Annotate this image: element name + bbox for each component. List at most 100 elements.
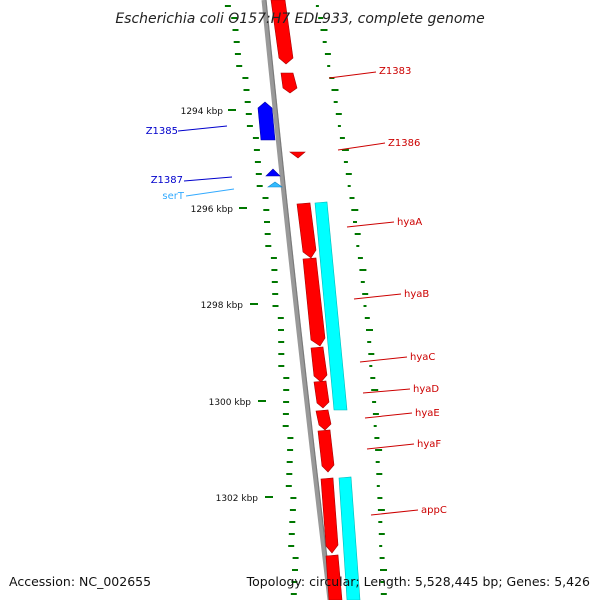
gc-dot-left [270,257,277,259]
gc-dot-left [291,581,298,583]
gc-dot-right [331,89,339,91]
gc-dot-right [339,137,345,139]
cds-feature-2 [338,476,361,600]
gc-dot-left [224,5,231,7]
gene-label-hyaF: hyaF [417,439,441,450]
gc-dot-left [246,125,253,127]
gc-dot-left [234,53,241,55]
scale-tick-label: 1302 kbp [216,494,259,504]
gc-dot-right [370,377,376,379]
gc-dot-left [278,353,285,355]
gc-dot-right [345,173,352,175]
gene-arrow-appC [320,477,339,554]
gc-dot-right [341,149,349,151]
gene-arrow-bottom [325,554,343,600]
gc-dot-right [373,425,377,427]
gc-dot-left [285,485,292,487]
gene-label-Z1387: Z1387 [151,175,183,186]
gene-label-hyaD: hyaD [413,384,439,395]
gc-dot-right [380,593,387,595]
topology-text: Topology: circular; Length: 5,528,445 bp… [246,574,590,589]
scale-tick-label: 1298 kbp [201,301,244,311]
gene-arrow-hyaD [313,380,330,409]
gc-dot-left [288,545,295,547]
gene-arrow-Z1386 [289,151,306,159]
gc-dot-right [366,329,373,331]
gene-label-hyaE: hyaE [415,408,440,419]
gene-label-appC: appC [421,505,447,516]
scale-axis: 1294 kbp 1296 kbp 1298 kbp 1300 kbp 1302… [181,107,273,504]
gc-dot-right [374,437,380,439]
gc-dot-left [253,149,260,151]
gc-dot-left [272,293,279,295]
gc-dot-left [278,341,285,343]
gc-dot-left [271,281,278,283]
gc-dot-right [380,581,385,583]
gc-dot-left [283,401,290,403]
gc-dot-left [282,413,289,415]
gc-dot-left [242,77,249,79]
gene-arrow-top [270,0,294,65]
gene-label-Z1383: Z1383 [379,66,411,77]
gc-dot-left [286,461,293,463]
scale-tick-label: 1300 kbp [209,398,252,408]
gc-dot-left [245,113,252,115]
gc-dot-right [333,101,338,103]
gc-dot-left [292,557,299,559]
gene-arrow-hyaE [315,409,332,431]
gc-dot-left [283,377,290,379]
scale-tick-label: 1294 kbp [181,107,224,117]
accession-text: Accession: NC_002655 [9,574,151,589]
gc-dot-right [335,113,342,115]
gc-dot-right [351,209,359,211]
gc-dot-left [287,449,294,451]
gc-dot-left [263,209,270,211]
gc-dot-right [324,53,331,55]
gc-dot-right [380,569,387,571]
gc-dot-left [262,197,269,199]
gc-dot-right [322,41,327,43]
gc-dot-right [318,17,324,19]
gc-dot-right [356,245,360,247]
gc-dot-right [376,485,380,487]
gc-dot-left [264,221,270,223]
gc-dot-right [379,545,383,547]
gene-arrow-Z1385 [257,101,276,141]
gc-dot-right [372,413,379,415]
gc-dot-left [265,245,272,247]
genome-backbone [261,0,333,600]
gc-dot-right [320,29,328,31]
gene-arrow-hyaF [317,429,335,473]
gc-dot-left [252,137,259,139]
gc-dot-right [378,533,385,535]
gene-labels: Z1383 Z1385 Z1386 Z1387 serT hyaA hyaB h… [146,66,447,516]
gc-dot-left [233,41,240,43]
gc-dot-right [359,269,367,271]
gc-dot-left [290,593,297,595]
gc-dot-right [375,461,380,463]
gc-dot-left [272,305,279,307]
gc-dot-right [354,233,361,235]
gene-label-Z1386: Z1386 [388,138,420,149]
gc-dot-left [264,233,271,235]
gene-label-Z1385: Z1385 [146,126,178,137]
gc-dot-right [363,305,367,307]
gc-dot-right [315,5,319,7]
gc-dot-right [378,521,383,523]
gc-dot-left [243,89,250,91]
gc-dot-right [376,473,383,475]
gc-dot-right [327,65,331,67]
gc-dot-right [377,497,383,499]
gc-dot-left [286,473,293,475]
gene-label-hyaC: hyaC [410,352,435,363]
gene-label-hyaB: hyaB [404,289,429,300]
gene-arrow-hyaA [296,202,317,259]
gc-dot-left [289,521,296,523]
gc-dot-right [360,281,365,283]
gc-dot-left [254,161,261,163]
gc-dot-right [343,161,348,163]
gene-label-serT: serT [162,191,184,202]
gc-dot-left [278,365,285,367]
gc-dot-left [289,509,296,511]
